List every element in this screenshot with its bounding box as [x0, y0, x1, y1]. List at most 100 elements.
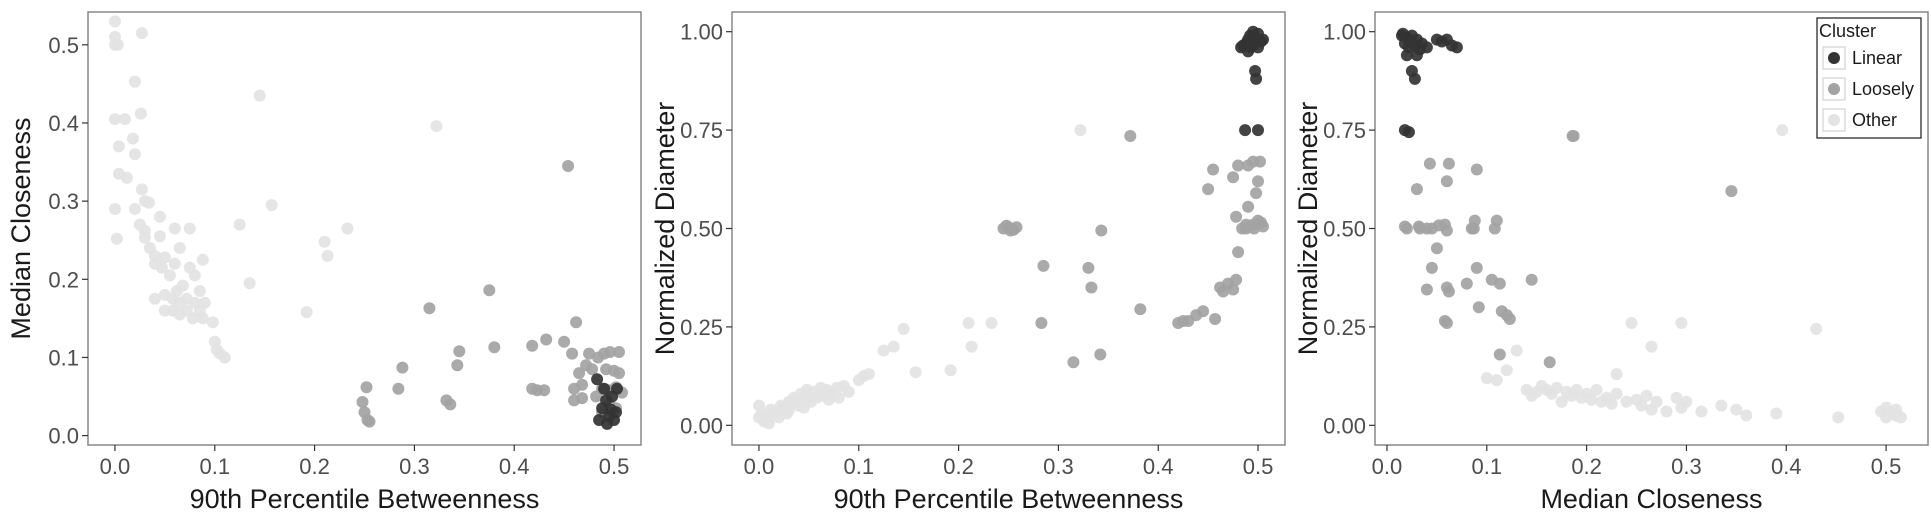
point-linear [1245, 41, 1258, 54]
point-loosely [1037, 259, 1050, 272]
series-loosely [356, 160, 628, 428]
point-loosely [1232, 246, 1245, 259]
point-loosely [356, 396, 369, 408]
point-linear [591, 373, 604, 386]
point-loosely [1197, 305, 1210, 318]
point-loosely [1035, 317, 1048, 329]
point-other [109, 203, 121, 215]
point-loosely [1470, 163, 1483, 176]
point-loosely [396, 361, 409, 374]
y-tick-label: 0.2 [48, 267, 79, 292]
y-tick-label: 1.00 [680, 20, 723, 45]
x-axis-title: Median Closeness [1540, 484, 1762, 514]
point-other [430, 120, 443, 133]
point-other [109, 113, 121, 126]
point-loosely [573, 367, 586, 380]
point-linear [1252, 124, 1264, 137]
y-tick-label: 0.0 [48, 424, 79, 449]
y-tick-label: 0.75 [1323, 118, 1366, 143]
y-tick-label: 0.25 [1323, 315, 1366, 340]
point-other [153, 230, 166, 243]
point-loosely [1413, 222, 1426, 235]
panel-3: 0.0 0.1 0.2 0.3 0.4 0.5 0.00 0.25 0.50 0.75 1.00 Me… [1293, 11, 1929, 514]
y-tick-label: 0.75 [680, 118, 723, 143]
point-other [138, 231, 151, 244]
point-other [897, 322, 910, 335]
point-other [135, 27, 148, 40]
point-loosely [526, 339, 539, 352]
series-linear [1396, 27, 1463, 139]
point-other [1810, 322, 1823, 335]
point-loosely [1209, 313, 1222, 325]
point-other [1595, 395, 1608, 408]
point-linear [611, 382, 623, 395]
y-tick-label: 0.3 [48, 189, 79, 214]
point-loosely [613, 346, 625, 358]
x-tick-label: 0.1 [1472, 454, 1503, 479]
point-other [142, 196, 155, 209]
point-loosely [562, 160, 575, 172]
point-other [126, 132, 139, 145]
point-linear [1402, 126, 1415, 139]
point-other [134, 107, 147, 120]
point-loosely [1442, 285, 1455, 298]
point-other [1660, 405, 1673, 418]
series-linear [591, 373, 623, 430]
point-loosely [1442, 157, 1455, 170]
series-loosely [997, 130, 1269, 369]
point-loosely [1493, 348, 1506, 361]
point-other [163, 269, 176, 282]
point-loosely [570, 316, 583, 329]
point-loosely [1410, 183, 1423, 196]
point-other [1560, 385, 1573, 398]
point-linear [1420, 41, 1433, 54]
point-other [206, 316, 219, 329]
point-loosely [488, 341, 501, 354]
point-other [300, 306, 313, 319]
x-tick-label: 0.3 [1043, 454, 1074, 479]
point-other [1490, 374, 1503, 387]
point-linear [1239, 124, 1252, 137]
point-other [1695, 405, 1708, 418]
x-tick-label: 0.5 [599, 454, 630, 479]
point-other [153, 210, 166, 223]
legend-swatch-linear [1828, 52, 1840, 64]
point-loosely [1420, 283, 1433, 296]
legend-label-loosely: Loosely [1852, 79, 1914, 99]
point-linear [1400, 49, 1413, 62]
point-loosely [1525, 273, 1538, 286]
point-other [1675, 317, 1688, 329]
point-other [341, 222, 354, 235]
point-loosely [1124, 130, 1137, 142]
y-tick-label: 0.25 [680, 315, 723, 340]
point-loosely [1472, 301, 1485, 314]
legend-swatch-other [1828, 114, 1840, 126]
point-loosely [1398, 220, 1411, 233]
point-loosely [1495, 305, 1508, 318]
point-loosely [586, 363, 599, 376]
point-other [762, 417, 775, 430]
y-tick-label: 1.00 [1323, 20, 1366, 45]
point-other [772, 411, 785, 424]
point-loosely [604, 346, 617, 358]
x-tick-label: 0.5 [1243, 454, 1274, 479]
point-other [233, 218, 246, 231]
point-linear [1250, 72, 1263, 85]
y-tick-label: 0.50 [680, 217, 723, 242]
y-tick-label: 0.4 [48, 111, 79, 136]
point-other [1630, 393, 1643, 406]
x-tick-label: 0.0 [744, 454, 775, 479]
point-loosely [1440, 175, 1453, 188]
x-tick-label: 0.2 [943, 454, 974, 479]
point-other [985, 317, 998, 329]
point-loosely [613, 367, 625, 380]
point-other [243, 277, 256, 290]
point-loosely [590, 390, 603, 403]
point-loosely [1440, 317, 1453, 329]
point-loosely [1465, 222, 1478, 235]
x-tick-label: 0.3 [1671, 454, 1702, 479]
series-other [109, 15, 443, 364]
point-loosely [1470, 261, 1483, 274]
point-other [1590, 383, 1603, 396]
